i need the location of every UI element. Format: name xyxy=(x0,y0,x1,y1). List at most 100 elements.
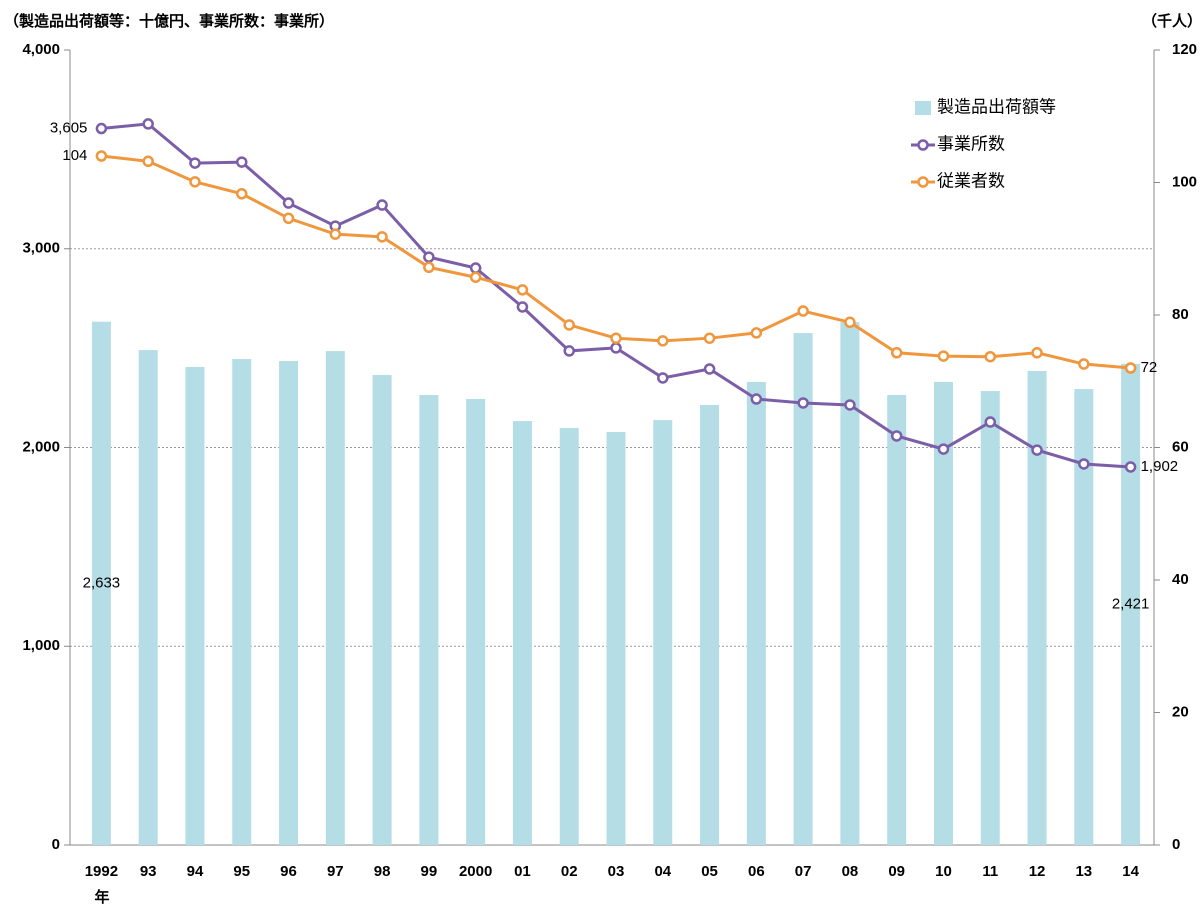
y-tick-label: 1,000 xyxy=(22,637,60,654)
x-tick-label: 95 xyxy=(233,863,250,880)
y2-axis-title: （千人） xyxy=(1142,12,1202,30)
y2-tick-label: 60 xyxy=(1172,438,1189,455)
x-tick-label: 11 xyxy=(982,863,998,880)
marker xyxy=(142,155,154,168)
marker xyxy=(1031,444,1043,456)
bar xyxy=(746,381,766,845)
marker xyxy=(282,197,295,209)
legend-swatch xyxy=(917,139,929,151)
marker xyxy=(703,363,716,375)
bar xyxy=(466,399,486,845)
bar xyxy=(279,361,299,845)
marker xyxy=(610,332,622,344)
marker xyxy=(797,305,809,317)
marker xyxy=(235,156,248,168)
bar xyxy=(185,367,205,845)
x-tick-label: 94 xyxy=(187,863,204,880)
marker xyxy=(516,284,529,296)
x-tick-label: 13 xyxy=(1075,863,1092,880)
y-tick-label: 3,000 xyxy=(22,240,60,257)
bar xyxy=(1027,370,1047,845)
marker xyxy=(235,188,248,200)
y-tick-label: 0 xyxy=(52,836,60,853)
y2-tick-label: 100 xyxy=(1172,173,1197,190)
marker xyxy=(1078,458,1090,470)
y-tick-label: 4,000 xyxy=(22,41,60,58)
marker xyxy=(703,332,716,344)
bar xyxy=(606,431,626,845)
marker xyxy=(376,199,388,211)
marker xyxy=(844,316,856,329)
marker xyxy=(563,319,575,331)
x-tick-label: 97 xyxy=(327,863,344,880)
legend-label: 従業者数 xyxy=(937,171,1005,190)
bar xyxy=(559,428,579,845)
bar xyxy=(840,322,860,845)
legend-label: 事業所数 xyxy=(937,134,1005,153)
bar xyxy=(372,374,392,845)
y2-tick-label: 20 xyxy=(1172,703,1189,720)
x-tick-label: 99 xyxy=(421,863,438,880)
legend-swatch xyxy=(917,176,929,188)
y2-tick-label: 80 xyxy=(1172,306,1189,323)
data-label: 3,605 xyxy=(50,119,88,136)
bar xyxy=(1074,389,1094,845)
x-tick-label: 1992 xyxy=(85,863,118,880)
marker xyxy=(750,327,763,339)
bar xyxy=(91,321,111,845)
data-label: 104 xyxy=(62,147,87,164)
marker xyxy=(95,150,108,162)
bar xyxy=(1121,363,1141,845)
x-tick-label: 10 xyxy=(935,863,952,880)
marker xyxy=(1124,362,1137,374)
x-tick-label: 01 xyxy=(514,863,531,880)
x-tick-label: 14 xyxy=(1122,863,1139,880)
bar xyxy=(700,404,720,845)
legend-label: 製造品出荷額等 xyxy=(937,97,1056,116)
x-tick-label: 96 xyxy=(280,863,297,880)
x-tick-label: 2000 xyxy=(459,863,492,880)
marker xyxy=(1031,347,1043,359)
bar xyxy=(232,359,252,845)
marker xyxy=(844,399,856,411)
marker xyxy=(937,350,950,362)
data-label: 1,902 xyxy=(1141,458,1179,475)
y-axis-title: （製造品出荷額等：十億円、事業所数：事業所） xyxy=(4,12,334,30)
x-tick-label: 93 xyxy=(140,863,157,880)
marker xyxy=(516,301,529,313)
y-tick-label: 2,000 xyxy=(22,438,60,455)
marker xyxy=(657,335,669,347)
x-tick-label: 02 xyxy=(561,863,578,880)
y2-tick-label: 40 xyxy=(1172,571,1189,588)
marker xyxy=(890,430,903,442)
marker xyxy=(797,397,809,409)
marker xyxy=(142,118,154,130)
bar xyxy=(980,391,1000,845)
marker xyxy=(423,251,435,263)
marker xyxy=(937,443,950,455)
marker xyxy=(1078,358,1090,370)
x-tick-label: 07 xyxy=(795,863,812,880)
marker xyxy=(282,212,295,225)
x-tick-label: 06 xyxy=(748,863,765,880)
x-tick-label: 08 xyxy=(842,863,859,880)
bar xyxy=(887,395,907,845)
x-tick-label: 05 xyxy=(701,863,718,880)
x-tick-label: 03 xyxy=(608,863,625,880)
bar xyxy=(512,421,532,845)
data-label: 72 xyxy=(1141,359,1158,376)
bar xyxy=(419,395,439,845)
bar xyxy=(793,333,813,845)
marker xyxy=(563,345,575,357)
marker xyxy=(984,350,997,363)
marker xyxy=(610,342,622,354)
marker xyxy=(469,262,482,274)
bar xyxy=(325,351,345,845)
marker xyxy=(189,157,201,169)
marker xyxy=(469,271,482,283)
bar xyxy=(138,350,158,845)
y2-tick-label: 120 xyxy=(1172,41,1197,58)
marker xyxy=(1124,461,1137,473)
x-tick-label: 12 xyxy=(1029,863,1046,880)
